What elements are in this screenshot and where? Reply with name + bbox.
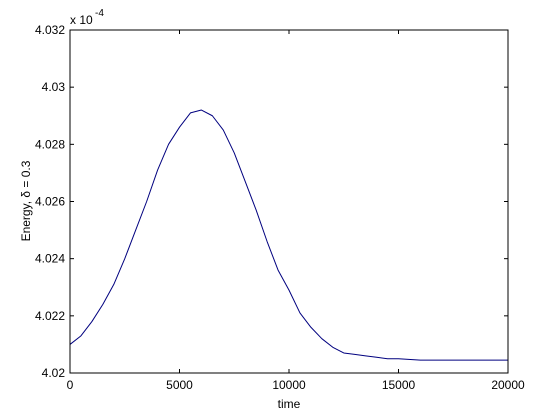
x-axis-label: time (278, 397, 301, 411)
y-tick-label: 4.03 (42, 80, 66, 94)
plot-area (70, 30, 508, 373)
y-tick-label: 4.024 (35, 252, 65, 266)
series-line (69, 109, 508, 361)
y-tick-label: 4.032 (35, 23, 65, 37)
axes-box (69, 29, 509, 374)
y-tick-label: 4.028 (35, 137, 65, 151)
labels-layer: 0 5000 10000 15000 20000 4.02 4.022 4.024 4.026 4… (35, 23, 525, 392)
x-tick-label: 5000 (166, 378, 193, 392)
y-axis-label: Energy, δ = 0.3 (19, 160, 33, 241)
series-layer (69, 109, 508, 361)
x-tick-label: 20000 (491, 378, 525, 392)
x-tick-label: 15000 (382, 378, 416, 392)
y-multiplier-label: x 10 (70, 13, 93, 27)
x-tick-label: 0 (67, 378, 74, 392)
y-tick-label: 4.02 (42, 366, 66, 380)
y-multiplier-exponent: -4 (95, 8, 104, 19)
y-tick-label: 4.022 (35, 309, 65, 323)
x-tick-label: 10000 (272, 378, 306, 392)
y-tick-label: 4.026 (35, 195, 65, 209)
